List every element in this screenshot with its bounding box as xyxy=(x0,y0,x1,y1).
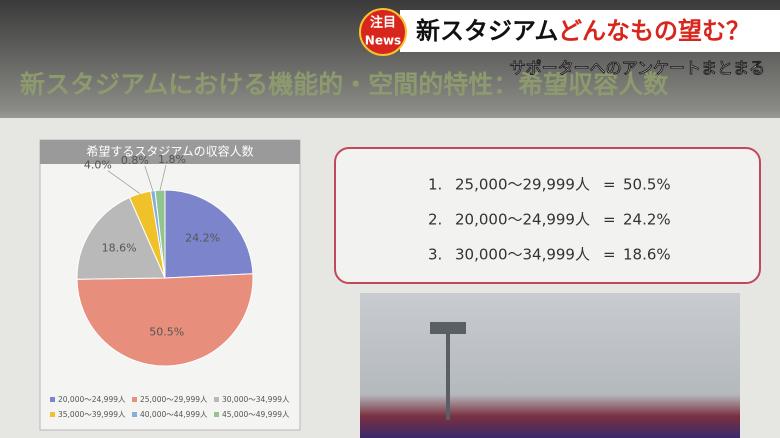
pie-chart: 24.2% 50.5% 18.6% 4.0% 0.8% 1.8% 20,000〜24,999… xyxy=(50,153,290,419)
rank-value: 24.2% xyxy=(623,211,671,229)
legend-label: 40,000〜44,999人 xyxy=(140,410,208,419)
legend-swatch xyxy=(214,397,219,402)
slide-title: 新スタジアムにおける機能的・空間的特性：希望収容人数 xyxy=(20,70,669,99)
rank-number: 1. xyxy=(428,176,442,194)
pie-slice xyxy=(76,196,166,280)
ranking-box xyxy=(334,147,761,284)
light-tower-head xyxy=(430,322,466,334)
legend-label: 30,000〜34,999人 xyxy=(222,395,290,404)
pie-slice xyxy=(164,189,254,279)
rank-equals: = xyxy=(603,176,616,194)
data-label: 18.6% xyxy=(102,242,137,255)
legend-swatch xyxy=(132,412,137,417)
legend-label: 25,000〜29,999人 xyxy=(140,395,208,404)
legend-label: 35,000〜39,999人 xyxy=(58,410,126,419)
subheadline: サポーターへのアンケートまとまる xyxy=(510,59,765,78)
legend-swatch xyxy=(132,397,137,402)
rank-value: 18.6% xyxy=(623,246,671,264)
rank-equals: = xyxy=(603,246,616,264)
data-label: 50.5% xyxy=(149,326,184,339)
light-tower xyxy=(446,325,450,420)
data-label: 24.2% xyxy=(185,231,220,244)
headline-red: どんなもの望む？ xyxy=(558,17,750,45)
rank-range: 30,000〜34,999人 xyxy=(455,246,590,264)
leader-line xyxy=(159,165,167,191)
leader-line xyxy=(144,165,154,191)
legend-swatch xyxy=(50,397,55,402)
legend-swatch xyxy=(50,412,55,417)
chart-title-bar xyxy=(40,140,300,164)
legend-label: 45,000〜49,999人 xyxy=(222,410,290,419)
rank-number: 3. xyxy=(428,246,442,264)
ranking-list: 1. 25,000〜29,999人 = 50.5% 2. 20,000〜24,999人 = 2… xyxy=(428,176,671,264)
stadium-photo xyxy=(360,293,740,438)
news-badge xyxy=(359,8,407,56)
badge-bottom: News xyxy=(365,34,401,48)
headline-black: 新スタジアム xyxy=(416,17,558,45)
data-label: 4.0% xyxy=(84,159,112,172)
rank-range: 20,000〜24,999人 xyxy=(455,211,590,229)
data-label: 1.8% xyxy=(158,153,186,166)
leader-line xyxy=(107,170,141,194)
data-label: 0.8% xyxy=(121,154,149,167)
badge-top: 注目 xyxy=(370,15,396,31)
rank-value: 50.5% xyxy=(623,176,671,194)
headline-banner xyxy=(400,10,780,52)
rank-number: 2. xyxy=(428,211,442,229)
legend-label: 20,000〜24,999人 xyxy=(58,395,126,404)
legend-swatch xyxy=(214,412,219,417)
chart-title: 希望するスタジアムの収容人数 xyxy=(86,144,253,159)
pie-slice xyxy=(76,273,254,367)
rank-range: 25,000〜29,999人 xyxy=(455,176,590,194)
rank-equals: = xyxy=(603,211,616,229)
